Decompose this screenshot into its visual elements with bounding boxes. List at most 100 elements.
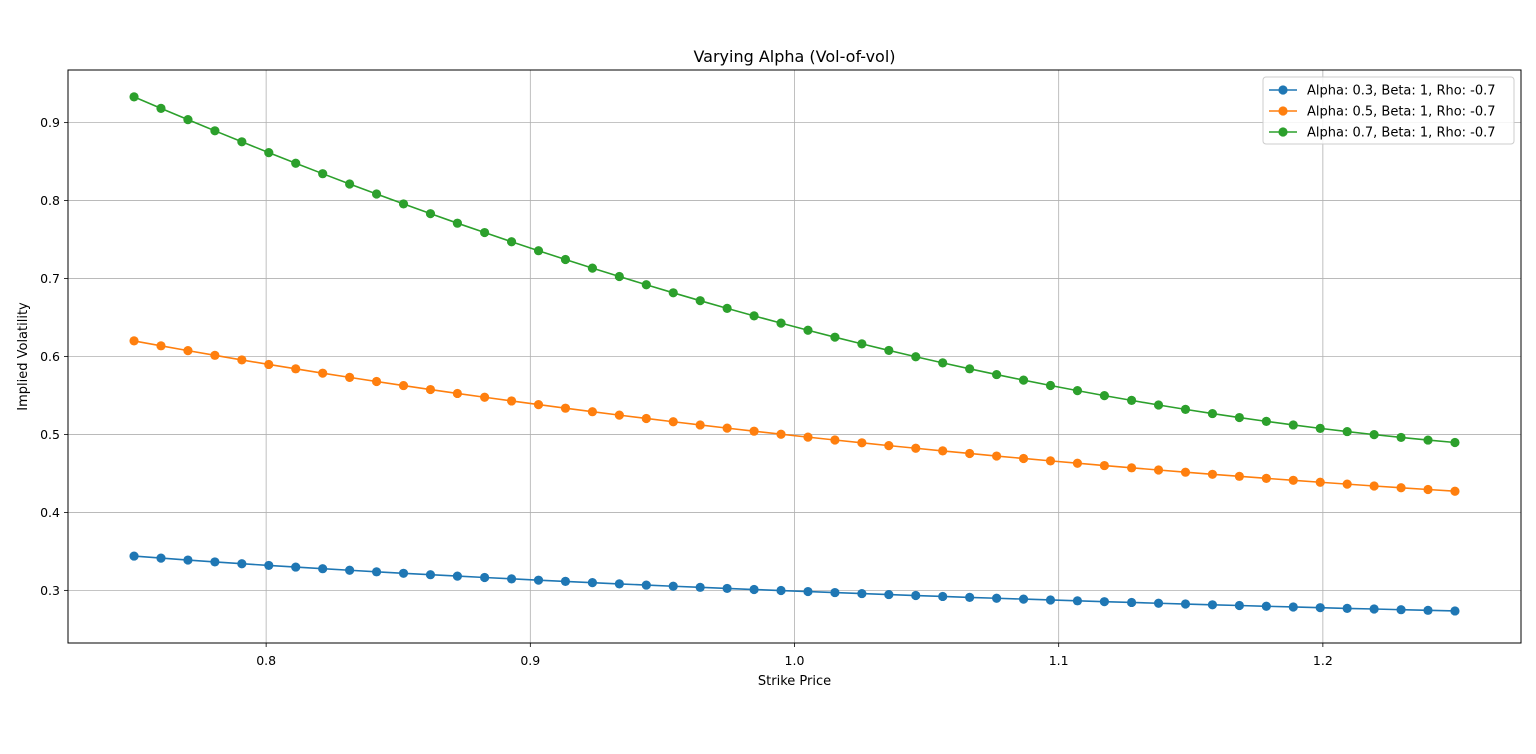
data-point bbox=[1126, 395, 1137, 405]
x-tick-label: 0.8 bbox=[256, 653, 276, 668]
data-point bbox=[560, 576, 571, 587]
data-point bbox=[264, 560, 274, 571]
data-point bbox=[1045, 456, 1056, 466]
data-point bbox=[991, 593, 1002, 603]
x-tick-label: 1.1 bbox=[1049, 653, 1069, 668]
data-point bbox=[183, 555, 193, 565]
y-tick-label: 0.4 bbox=[40, 505, 60, 520]
data-point bbox=[749, 311, 759, 321]
data-point bbox=[1180, 599, 1191, 609]
data-point bbox=[991, 451, 1002, 461]
data-point bbox=[938, 591, 948, 602]
data-point bbox=[776, 429, 786, 439]
data-point bbox=[1099, 391, 1109, 401]
data-point bbox=[560, 254, 571, 265]
data-point bbox=[1072, 458, 1083, 468]
data-point bbox=[884, 441, 894, 451]
data-point bbox=[425, 570, 436, 580]
data-point bbox=[1207, 408, 1218, 419]
data-point bbox=[506, 237, 517, 247]
data-point bbox=[803, 325, 813, 335]
data-point bbox=[506, 396, 517, 406]
data-point bbox=[1369, 604, 1379, 614]
legend-marker bbox=[1278, 106, 1288, 116]
series-3 bbox=[129, 92, 1460, 448]
x-tick-label: 0.9 bbox=[520, 653, 540, 668]
data-point bbox=[1396, 432, 1406, 443]
data-point bbox=[1315, 423, 1325, 433]
data-point bbox=[1072, 386, 1083, 396]
data-point bbox=[1261, 601, 1271, 611]
data-point bbox=[1261, 473, 1271, 483]
data-point bbox=[587, 263, 598, 273]
data-point bbox=[1315, 603, 1325, 613]
data-point bbox=[291, 158, 301, 168]
series-1 bbox=[129, 551, 1460, 616]
data-point bbox=[641, 413, 651, 424]
chart-title: Varying Alpha (Vol-of-vol) bbox=[693, 47, 895, 66]
data-point bbox=[938, 446, 948, 456]
data-point bbox=[1450, 606, 1460, 616]
data-point bbox=[614, 271, 624, 282]
series-layer bbox=[129, 92, 1460, 616]
data-point bbox=[560, 403, 571, 413]
data-point bbox=[345, 179, 355, 189]
data-point bbox=[641, 580, 651, 590]
y-tick-label: 0.9 bbox=[40, 115, 60, 130]
data-point bbox=[911, 590, 921, 601]
data-point bbox=[1369, 430, 1379, 440]
data-point bbox=[506, 574, 517, 584]
legend-label: Alpha: 0.3, Beta: 1, Rho: -0.7 bbox=[1307, 84, 1496, 99]
data-point bbox=[1423, 605, 1433, 615]
data-point bbox=[1018, 375, 1029, 385]
data-point bbox=[1234, 471, 1244, 481]
data-point bbox=[345, 565, 355, 575]
data-point bbox=[345, 372, 355, 382]
data-point bbox=[695, 420, 705, 430]
data-point bbox=[237, 559, 247, 569]
data-point bbox=[1099, 460, 1109, 471]
series-2 bbox=[129, 336, 1460, 496]
data-point bbox=[830, 332, 840, 342]
data-point bbox=[1342, 426, 1352, 437]
data-point bbox=[668, 417, 678, 427]
data-point bbox=[1099, 597, 1109, 607]
data-point bbox=[237, 137, 247, 147]
legend-item: Alpha: 0.5, Beta: 1, Rho: -0.7 bbox=[1269, 105, 1496, 120]
data-point bbox=[129, 551, 139, 561]
data-point bbox=[884, 589, 894, 600]
data-point bbox=[1153, 400, 1164, 410]
data-point bbox=[237, 355, 247, 365]
data-point bbox=[695, 582, 705, 592]
data-point bbox=[1126, 463, 1137, 473]
legend-marker bbox=[1278, 85, 1288, 95]
data-point bbox=[1450, 486, 1460, 496]
data-point bbox=[614, 410, 624, 420]
data-point bbox=[452, 218, 463, 228]
data-point bbox=[857, 339, 867, 349]
data-point bbox=[587, 407, 598, 417]
data-point bbox=[1207, 600, 1218, 610]
data-point bbox=[1288, 420, 1298, 430]
legend-box bbox=[1262, 76, 1515, 145]
data-point bbox=[938, 358, 948, 368]
data-point bbox=[722, 583, 732, 594]
data-point bbox=[480, 392, 490, 402]
data-point bbox=[1180, 404, 1191, 414]
x-tick-label: 1.2 bbox=[1313, 653, 1333, 668]
data-point bbox=[398, 568, 409, 578]
legend: Alpha: 0.3, Beta: 1, Rho: -0.7 Alpha: 0.5… bbox=[1262, 76, 1515, 145]
data-point bbox=[668, 288, 678, 298]
data-point bbox=[1153, 598, 1164, 608]
legend-marker bbox=[1278, 127, 1288, 137]
y-tick-label: 0.3 bbox=[40, 583, 60, 598]
data-point bbox=[722, 423, 732, 433]
data-point bbox=[1423, 484, 1433, 495]
grid bbox=[68, 70, 1521, 643]
data-point bbox=[830, 435, 840, 445]
data-point bbox=[1315, 477, 1325, 487]
data-point bbox=[1342, 603, 1352, 613]
data-point bbox=[264, 148, 274, 158]
data-point bbox=[830, 587, 840, 598]
